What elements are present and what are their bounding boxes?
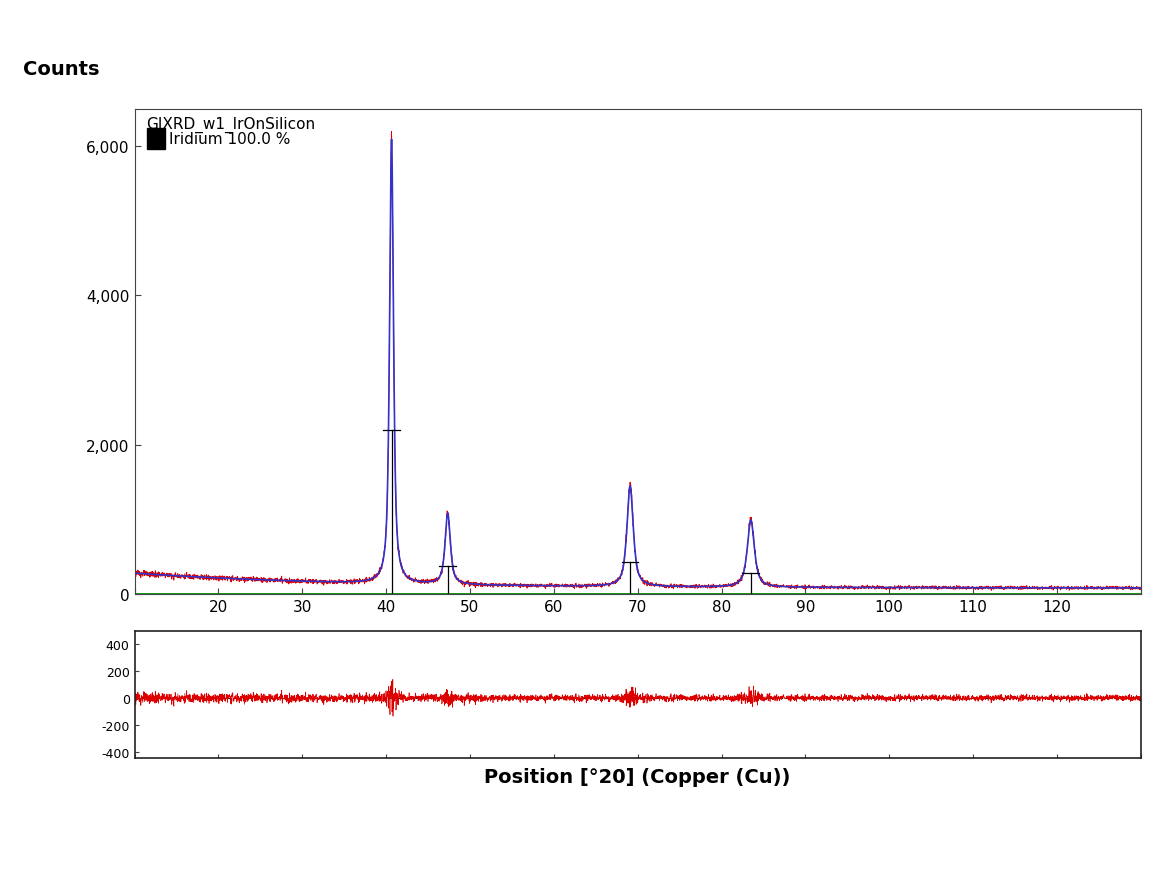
Text: Counts: Counts (23, 60, 99, 79)
Bar (146, 129, 165, 149)
Text: Iridium 100.0 %: Iridium 100.0 % (168, 132, 290, 147)
Text: Position [°20] (Copper (Cu)): Position [°20] (Copper (Cu)) (484, 767, 791, 787)
Text: GIXRD_w1_IrOnSilicon: GIXRD_w1_IrOnSilicon (146, 117, 316, 133)
